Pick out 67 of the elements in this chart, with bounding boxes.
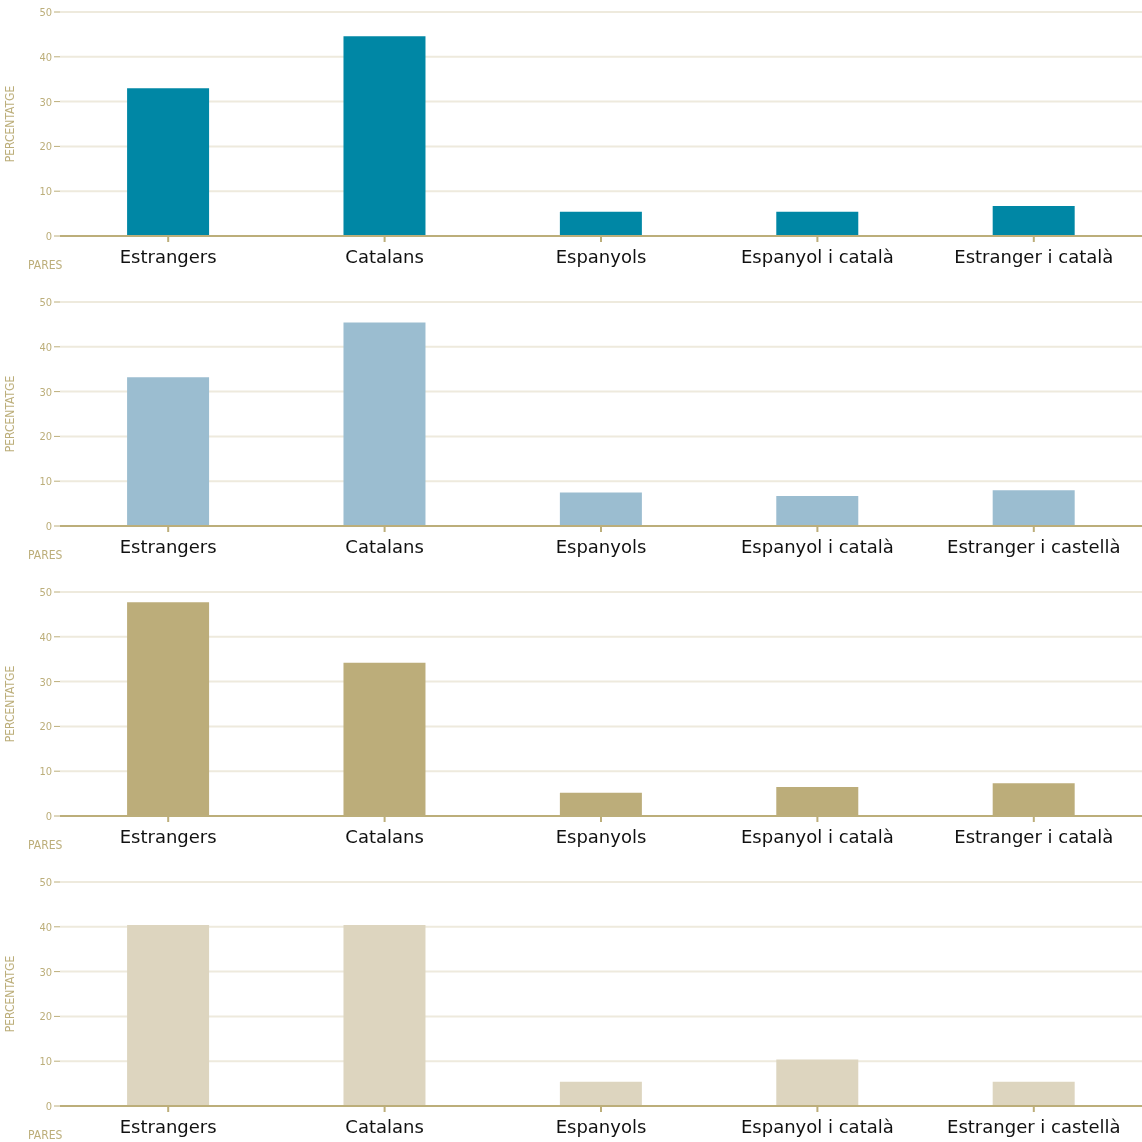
x-tick-label: Estrangers [119,535,217,557]
bar [343,36,426,236]
y-tick-label: 0 [45,809,52,823]
x-tick-label: Estrangers [119,245,217,267]
bar [127,88,210,236]
y-tick-label: 0 [45,229,52,243]
bar [127,377,210,526]
x-tick-label: Espanyol i català [741,1115,894,1137]
x-tick-label: Espanyols [555,1115,647,1137]
y-tick-label: 0 [45,1099,52,1113]
y-tick-label: 0 [45,519,52,533]
bar [343,925,426,1106]
x-tick-label: Espanyol i català [741,825,894,847]
x-tick-label: Catalans [345,535,424,557]
bar [559,211,642,236]
y-axis-title: PERCENTATGE [3,375,18,453]
x-tick-label: Estrangers [119,825,217,847]
bar [776,211,859,236]
x-tick-label: Estrangers [119,1115,217,1137]
y-tick-label: 40 [39,630,52,644]
y-tick-label: 30 [39,675,52,689]
bar [992,1081,1075,1106]
x-tick-label: Espanyols [555,825,647,847]
y-tick-label: 40 [39,920,52,934]
x-tick-label: Estranger i castellà [947,535,1121,557]
y-tick-label: 50 [39,875,52,889]
x-axis-title: PARES [28,838,63,852]
y-axis-title: PERCENTATGE [3,955,18,1033]
y-tick-label: 30 [39,965,52,979]
x-tick-label: Estranger i català [954,825,1114,847]
y-tick-label: 20 [39,140,52,154]
x-tick-label: Catalans [345,825,424,847]
bar [559,1081,642,1106]
x-axis-title: PARES [28,548,63,562]
bar [992,490,1075,526]
bar [776,1059,859,1106]
y-axis-title: PERCENTATGE [3,85,18,163]
x-tick-label: Estranger i castellà [947,1115,1121,1137]
y-tick-label: 50 [39,585,52,599]
y-tick-label: 20 [39,720,52,734]
y-tick-label: 50 [39,5,52,19]
y-tick-label: 10 [39,185,52,199]
x-tick-label: Espanyols [555,535,647,557]
y-tick-label: 10 [39,475,52,489]
y-tick-label: 20 [39,1010,52,1024]
bar [559,492,642,526]
y-tick-label: 40 [39,340,52,354]
x-tick-label: Catalans [345,1115,424,1137]
y-tick-label: 10 [39,1055,52,1069]
y-tick-label: 30 [39,95,52,109]
y-tick-label: 20 [39,430,52,444]
x-tick-label: Espanyol i català [741,245,894,267]
x-tick-label: Espanyols [555,245,647,267]
x-tick-label: Catalans [345,245,424,267]
x-axis-title: PARES [28,258,63,272]
bar [127,925,210,1106]
x-axis-title: PARES [28,1128,63,1142]
bar [343,322,426,526]
y-tick-label: 10 [39,765,52,779]
y-tick-label: 30 [39,385,52,399]
bar [776,495,859,526]
bar [992,205,1075,236]
x-tick-label: Estranger i català [954,245,1114,267]
x-tick-label: Espanyol i català [741,535,894,557]
y-tick-label: 50 [39,295,52,309]
y-tick-label: 40 [39,50,52,64]
y-axis-title: PERCENTATGE [3,665,18,743]
